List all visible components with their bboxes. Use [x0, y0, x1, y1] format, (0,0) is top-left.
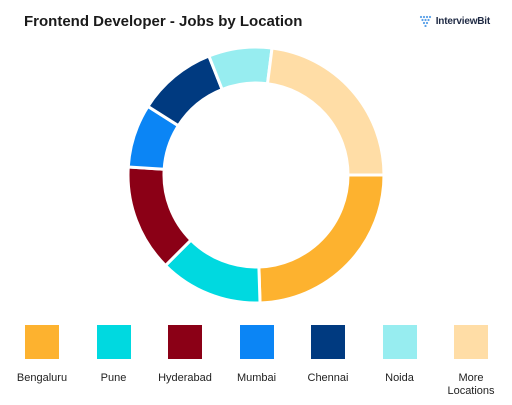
legend-label-noida: Noida: [385, 372, 414, 384]
donut-slice-hyderabad: [126, 165, 194, 268]
legend-swatch-mumbai: [239, 325, 274, 359]
legend-swatch-bengaluru: [25, 325, 59, 359]
donut-slice-bengaluru: [257, 173, 386, 305]
legend-label-bengaluru: Bengaluru: [16, 372, 68, 384]
legend-swatch-hyderabad: [168, 325, 202, 359]
legend-label-pune: Pune: [100, 372, 127, 384]
legend-label-chennai: Chennai: [307, 372, 349, 384]
legend-label-more-locations: More Locations: [447, 372, 495, 397]
legend-swatch-more-locations: [454, 325, 488, 359]
legend-label-hyderabad: Hyderabad: [158, 372, 212, 384]
legend-swatch-chennai: [311, 325, 345, 359]
legend-swatch-pune: [96, 325, 131, 359]
legend-swatch-noida: [382, 325, 417, 359]
donut-slice-more-locations: [265, 46, 386, 177]
donut-slice-noida: [206, 45, 274, 92]
brand-name: InterviewBit: [435, 15, 490, 27]
interviewbit-logo-icon: [419, 15, 431, 27]
donut-slice-chennai: [145, 54, 225, 128]
chart-title: Frontend Developer - Jobs by Location: [24, 13, 303, 30]
legend-label-mumbai: Mumbai: [236, 372, 277, 384]
brand-logo: InterviewBit: [419, 15, 490, 27]
